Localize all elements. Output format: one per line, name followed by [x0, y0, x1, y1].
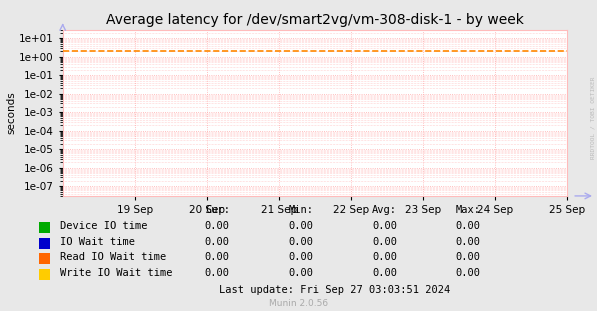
Text: 0.00: 0.00 [456, 221, 481, 231]
Text: 0.00: 0.00 [372, 237, 397, 247]
Text: 0.00: 0.00 [205, 268, 230, 278]
Text: Device IO time: Device IO time [60, 221, 147, 231]
Text: 0.00: 0.00 [288, 237, 313, 247]
Text: Munin 2.0.56: Munin 2.0.56 [269, 299, 328, 308]
Text: 0.00: 0.00 [288, 221, 313, 231]
Text: Cur:: Cur: [205, 205, 230, 215]
Text: 0.00: 0.00 [372, 221, 397, 231]
Text: 0.00: 0.00 [205, 237, 230, 247]
Text: IO Wait time: IO Wait time [60, 237, 135, 247]
Text: Last update: Fri Sep 27 03:03:51 2024: Last update: Fri Sep 27 03:03:51 2024 [219, 285, 450, 295]
Text: Read IO Wait time: Read IO Wait time [60, 252, 166, 262]
Text: 0.00: 0.00 [205, 252, 230, 262]
Title: Average latency for /dev/smart2vg/vm-308-disk-1 - by week: Average latency for /dev/smart2vg/vm-308… [106, 13, 524, 27]
Text: 0.00: 0.00 [205, 221, 230, 231]
Text: RRDTOOL / TOBI OETIKER: RRDTOOL / TOBI OETIKER [590, 77, 595, 160]
Text: 0.00: 0.00 [456, 268, 481, 278]
Text: Avg:: Avg: [372, 205, 397, 215]
Text: Write IO Wait time: Write IO Wait time [60, 268, 172, 278]
Text: Min:: Min: [288, 205, 313, 215]
Text: 0.00: 0.00 [288, 268, 313, 278]
Text: 0.00: 0.00 [288, 252, 313, 262]
Text: 0.00: 0.00 [372, 268, 397, 278]
Text: 0.00: 0.00 [372, 252, 397, 262]
Y-axis label: seconds: seconds [6, 91, 16, 134]
Text: 0.00: 0.00 [456, 252, 481, 262]
Text: 0.00: 0.00 [456, 237, 481, 247]
Text: Max:: Max: [456, 205, 481, 215]
